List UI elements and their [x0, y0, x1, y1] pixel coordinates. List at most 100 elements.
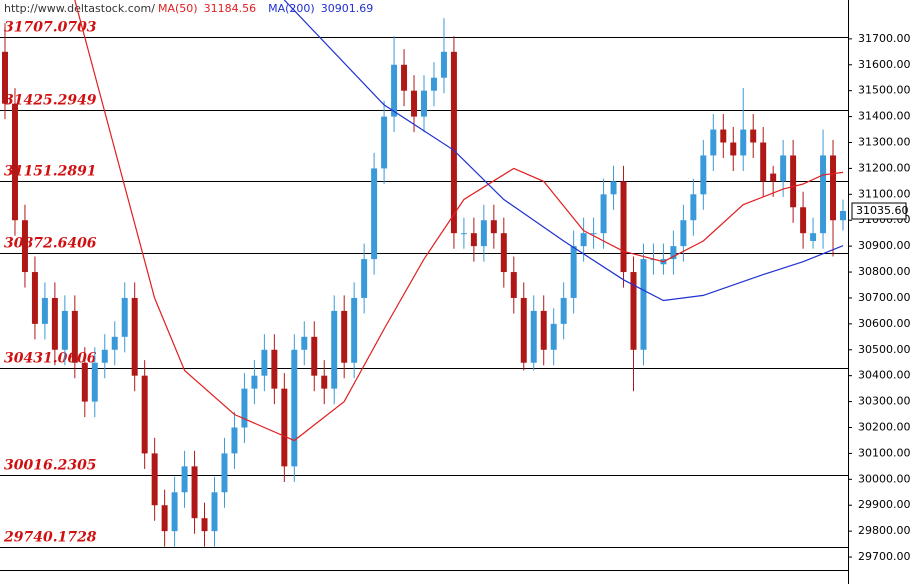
- candle-body: [820, 155, 827, 234]
- candle-body: [630, 272, 637, 350]
- source: http://www.deltastock.com/: [4, 2, 155, 15]
- candle-body: [301, 336, 308, 350]
- candle-body: [271, 349, 278, 389]
- y-tick-label: 30700.00: [858, 291, 910, 304]
- y-tick-label: 31300.00: [858, 136, 910, 149]
- candle-body: [780, 155, 787, 182]
- candle-body: [600, 194, 607, 234]
- candle-body: [710, 129, 717, 156]
- indicator-value: 31184.56: [204, 2, 257, 15]
- candle-body: [311, 336, 318, 376]
- candle-body: [391, 64, 398, 117]
- candle-body: [21, 220, 28, 273]
- candle-body: [251, 375, 258, 389]
- candle-body: [191, 466, 198, 519]
- candle-body: [261, 349, 268, 376]
- candle-body: [341, 310, 348, 363]
- level-label: 29740.1728: [3, 530, 97, 546]
- candle-body: [351, 297, 358, 363]
- level-label: 31707.0703: [4, 20, 97, 36]
- indicator-value: 30901.69: [321, 2, 374, 15]
- candle-body: [411, 90, 418, 117]
- y-tick-label: 31400.00: [858, 110, 910, 123]
- candle-body: [331, 310, 338, 389]
- y-tick-label: 31700.00: [858, 32, 910, 45]
- candle-body: [640, 259, 647, 350]
- candle-body: [750, 129, 757, 143]
- y-tick-label: 31500.00: [858, 84, 910, 97]
- y-tick-label: 31600.00: [858, 58, 910, 71]
- candle-body: [510, 272, 517, 298]
- candle-body: [11, 103, 18, 221]
- y-tick-label: 30900.00: [858, 239, 910, 252]
- candle-body: [700, 155, 707, 195]
- candle-body: [241, 388, 248, 428]
- candle-body: [500, 233, 507, 273]
- candle-body: [680, 220, 687, 247]
- candle-body: [141, 375, 148, 454]
- candle-body: [291, 349, 298, 467]
- y-tick-label: 29700.00: [858, 550, 910, 563]
- candle-body: [830, 155, 837, 221]
- candle-body: [570, 246, 577, 298]
- candle-body: [790, 155, 797, 208]
- candle-body: [540, 310, 547, 350]
- candle-body: [490, 220, 497, 234]
- candle-body: [361, 259, 368, 298]
- candle-body: [61, 310, 68, 350]
- candle-body: [770, 173, 777, 182]
- candle-body: [560, 297, 567, 324]
- candle-body: [460, 233, 467, 235]
- candle-body: [470, 233, 477, 247]
- level-label: 31425.2949: [4, 93, 97, 109]
- candle-body: [371, 168, 378, 260]
- candle-body: [181, 466, 188, 493]
- candle-body: [620, 181, 627, 273]
- candle-body: [71, 310, 78, 363]
- candle-body: [580, 233, 587, 247]
- indicator-name: MA(50): [158, 2, 198, 15]
- y-tick-label: 30100.00: [858, 446, 910, 459]
- level-label: 31151.2891: [4, 164, 97, 180]
- candle-body: [440, 51, 447, 78]
- y-tick-label: 30600.00: [858, 317, 910, 330]
- candle-body: [151, 453, 158, 506]
- candle-body: [131, 297, 138, 376]
- candle-body: [2, 51, 8, 104]
- y-tick-label: 31100.00: [858, 187, 910, 200]
- candle-body: [381, 116, 388, 169]
- level-label: 30872.6406: [4, 236, 97, 252]
- candle-body: [51, 297, 58, 350]
- candle-body: [740, 129, 747, 156]
- candle-body: [421, 90, 427, 117]
- candle-body: [321, 375, 328, 389]
- y-tick-label: 29900.00: [858, 498, 910, 511]
- candle-body: [221, 453, 228, 493]
- candle-body: [590, 233, 597, 235]
- candle-body: [231, 427, 238, 454]
- y-tick-label: 30200.00: [858, 421, 910, 434]
- y-tick-label: 30300.00: [858, 395, 910, 408]
- candle-body: [720, 129, 727, 143]
- candle-body: [161, 505, 168, 532]
- indicator-name: MA(200): [268, 2, 315, 15]
- candle-body: [550, 323, 557, 350]
- y-tick-label: 30000.00: [858, 472, 910, 485]
- candle-body: [670, 246, 677, 260]
- candle-body: [31, 272, 38, 324]
- candle-body: [450, 51, 457, 234]
- level-label: 30016.2305: [4, 458, 97, 474]
- candle-body: [520, 297, 527, 363]
- candle-body: [480, 220, 487, 247]
- candle-body: [430, 77, 437, 91]
- ma-line: [283, 0, 844, 302]
- candle-body: [281, 388, 288, 467]
- last-price-label: 31035.60: [856, 204, 909, 217]
- last-price-box: [851, 202, 907, 220]
- candle-body: [171, 492, 178, 532]
- y-tick-label: 30500.00: [858, 343, 910, 356]
- candle-body: [530, 310, 537, 363]
- candle-body: [800, 207, 807, 234]
- ma-line: [74, 0, 844, 442]
